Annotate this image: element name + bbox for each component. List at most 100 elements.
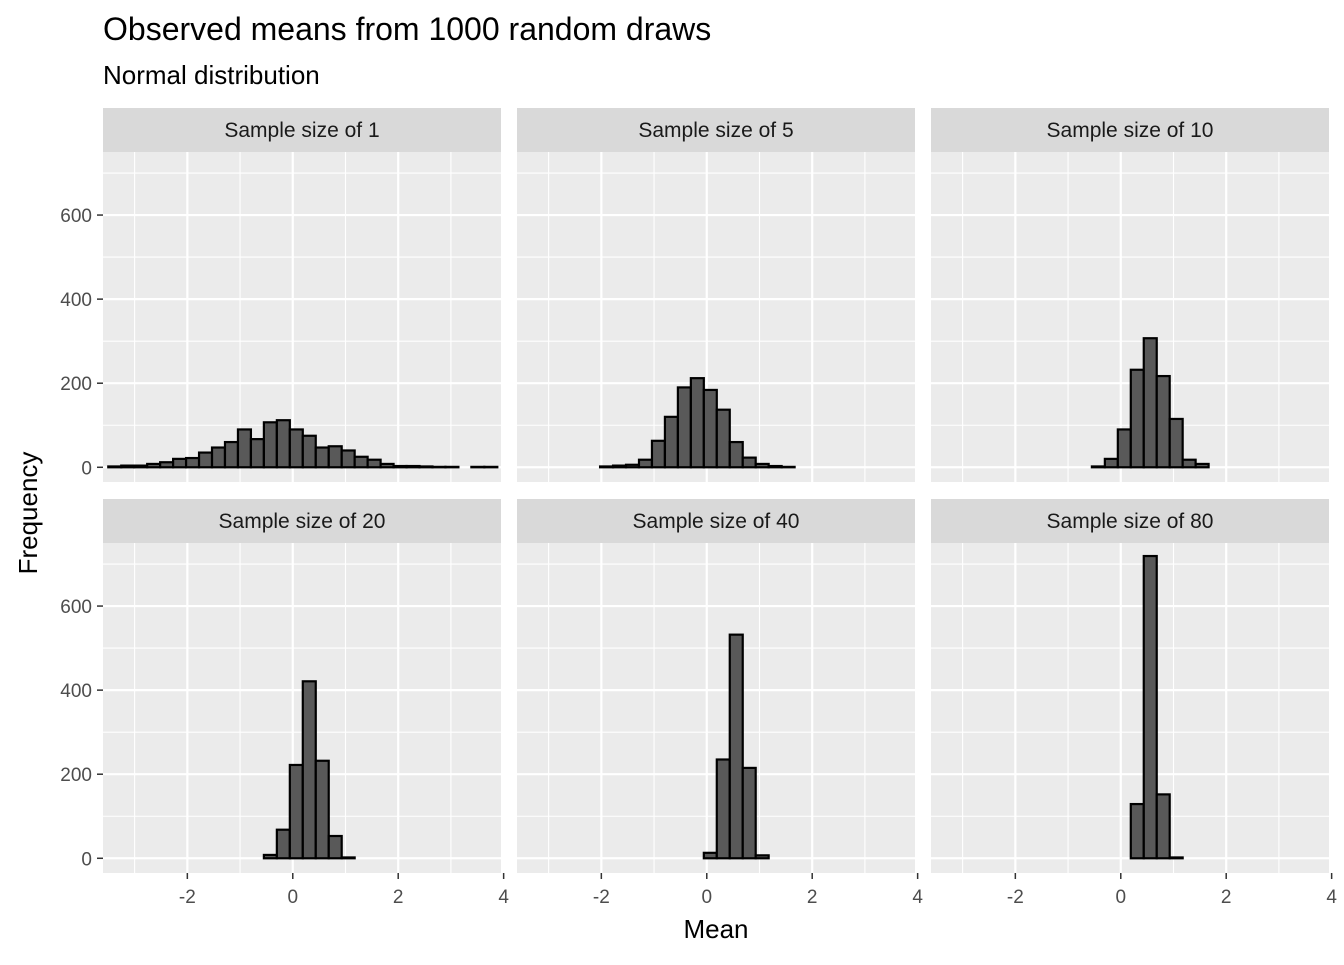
histogram-bar: [303, 681, 316, 858]
histogram-bar: [1092, 466, 1105, 467]
histogram-bar: [626, 465, 639, 468]
histogram-bar: [290, 765, 303, 858]
x-tick-label: -2: [1007, 887, 1024, 908]
histogram-bar: [1144, 556, 1157, 858]
histogram-bar: [264, 422, 277, 467]
histogram-bar: [1118, 429, 1131, 467]
histogram-bar: [173, 459, 186, 467]
chart-subtitle: Normal distribution: [103, 60, 320, 90]
x-tick-label: 2: [1221, 887, 1232, 908]
histogram-bar: [1144, 338, 1157, 467]
histogram-bar: [678, 387, 691, 467]
histogram-bar: [665, 417, 678, 467]
histogram-bar: [238, 429, 251, 467]
facet-panel: Sample size of 40 -2 0 2 4: [517, 499, 923, 908]
facet-strip-label: Sample size of 80: [1047, 510, 1214, 533]
histogram-bar: [717, 759, 730, 858]
histogram-bar: [730, 442, 743, 467]
x-tick-label: 4: [912, 887, 923, 908]
facet-strip-label: Sample size of 10: [1047, 119, 1214, 142]
x-axis-label: Mean: [683, 914, 748, 944]
facet-strip-label: Sample size of 5: [638, 119, 793, 142]
facet-strip-label: Sample size of 1: [224, 119, 379, 142]
y-tick-label: 0: [81, 849, 92, 870]
facet-strip-label: Sample size of 20: [219, 510, 386, 533]
x-tick-label: 0: [1115, 887, 1126, 908]
histogram-bar: [1157, 376, 1170, 467]
histogram-bar: [730, 635, 743, 859]
histogram-bar: [639, 460, 652, 468]
x-tick-label: 2: [393, 887, 404, 908]
histogram-bar: [717, 410, 730, 468]
histogram-bar: [1131, 370, 1144, 468]
facet-panel: Sample size of 20 0 200 400 600 -2 0 2 4: [60, 499, 509, 908]
histogram-bar: [147, 464, 160, 467]
x-tick-label: 0: [287, 887, 298, 908]
facet-panel: Sample size of 5: [517, 108, 918, 482]
histogram-bar: [251, 439, 264, 467]
histogram-bar: [1196, 464, 1209, 467]
y-axis-label: Frequency: [13, 452, 43, 575]
y-tick-label: 200: [60, 765, 92, 786]
histogram-bar: [277, 830, 290, 859]
x-tick-label: 0: [701, 887, 712, 908]
histogram-bar: [1170, 419, 1183, 467]
x-tick-label: 4: [1326, 887, 1337, 908]
x-tick-label: 2: [807, 887, 818, 908]
histogram-bar: [160, 462, 173, 467]
histogram-bar: [1157, 794, 1170, 858]
histogram-bar: [1183, 460, 1196, 468]
facet-panel: Sample size of 10: [931, 108, 1332, 482]
y-tick-label: 400: [60, 681, 92, 702]
histogram-bar: [303, 436, 316, 468]
histogram-bar: [691, 378, 704, 467]
histogram-bar: [316, 761, 329, 859]
facet-panel: Sample size of 80 -2 0 2 4: [931, 499, 1337, 908]
histogram-bar: [277, 420, 290, 467]
histogram-bar: [381, 464, 394, 467]
histogram-bar: [769, 466, 782, 467]
histogram-bar: [394, 466, 407, 467]
histogram-bar: [1105, 459, 1118, 467]
histogram-bar: [613, 466, 626, 468]
histogram-bar: [108, 466, 121, 467]
histogram-bar: [316, 448, 329, 468]
y-tick-label: 600: [60, 206, 92, 227]
histogram-bar: [290, 429, 303, 467]
histogram-bar: [264, 855, 277, 858]
histogram-bar: [756, 464, 769, 467]
y-tick-label: 0: [81, 458, 92, 479]
histogram-bar: [652, 441, 665, 467]
histogram-bar: [342, 857, 355, 858]
histogram-bar: [342, 450, 355, 467]
histogram-bar: [212, 448, 225, 468]
histogram-bar: [134, 466, 147, 468]
y-tick-label: 200: [60, 374, 92, 395]
y-tick-label: 600: [60, 597, 92, 618]
histogram-bar: [225, 442, 238, 467]
x-tick-label: -2: [593, 887, 610, 908]
histogram-bar: [329, 446, 342, 467]
histogram-bar: [121, 466, 134, 468]
chart-title: Observed means from 1000 random draws: [103, 11, 711, 47]
histogram-bar: [420, 466, 433, 467]
y-tick-label: 400: [60, 290, 92, 311]
histogram-bar: [704, 390, 717, 467]
histogram-bar: [368, 460, 381, 468]
histogram-bar: [199, 453, 212, 468]
histogram-bar: [743, 768, 756, 858]
histogram-bar: [1170, 857, 1183, 858]
histogram-bar: [704, 853, 717, 858]
facet-strip-label: Sample size of 40: [633, 510, 800, 533]
histogram-bar: [407, 466, 420, 467]
histogram-bar: [186, 458, 199, 467]
x-tick-label: 4: [498, 887, 509, 908]
histogram-bar: [743, 458, 756, 468]
facet-panel: Sample size of 1 0 200 400 600: [60, 108, 503, 482]
histogram-bar: [1131, 804, 1144, 858]
histogram-bar: [756, 855, 769, 858]
x-tick-label: -2: [179, 887, 196, 908]
